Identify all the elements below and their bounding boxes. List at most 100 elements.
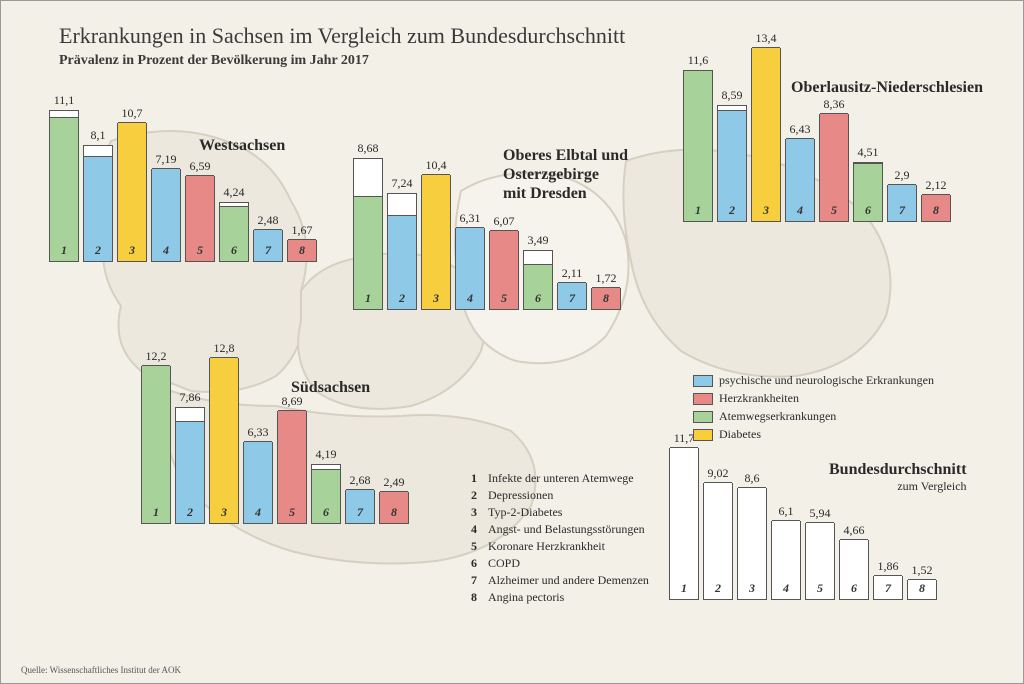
bar-index-label: 1 (50, 243, 78, 258)
bar-index-label: 6 (220, 243, 248, 258)
legend-number-row: 4Angst- und Belastungsstörungen (471, 522, 649, 537)
bar-index-label: 7 (346, 505, 374, 520)
bar-index-label: 2 (176, 505, 204, 520)
legend-number: 1 (471, 471, 483, 486)
bar-index-label: 5 (820, 203, 848, 218)
bar-index-label: 1 (142, 505, 170, 520)
bar-value-label: 10,7 (122, 106, 143, 121)
bar-index-label: 8 (908, 581, 936, 596)
bar: 2,48 7 (253, 213, 283, 262)
bar-value-label: 7,86 (180, 390, 201, 405)
bar: 6,595 (185, 159, 215, 262)
legend-color-label: Herzkrankheiten (719, 391, 799, 406)
bar-index-label: 1 (684, 203, 712, 218)
bar-value-label: 2,68 (350, 473, 371, 488)
bar: 6,43 4 (785, 122, 815, 223)
bar: 7,242 (387, 176, 417, 310)
chart-oberlausitz: Oberlausitz-Niederschlesien 11,618,59213… (683, 31, 951, 222)
bar-index-label: 6 (840, 581, 868, 596)
bar-value-label: 8,59 (722, 88, 743, 103)
bar-index-label: 6 (854, 203, 882, 218)
bar: 4,246 (219, 185, 249, 263)
bar: 12,21 (141, 349, 171, 525)
bar-index-label: 7 (558, 291, 586, 306)
bar: 8,59 2 (717, 88, 747, 222)
bar-index-label: 5 (490, 291, 518, 306)
bar-value-label: 5,94 (810, 506, 831, 521)
chart-suedsachsen: Südsachsen 12,217,86212,836,3348,6954,19… (141, 341, 409, 524)
legend-number-row: 5Koronare Herzkrankheit (471, 539, 649, 554)
legend-number-label: Koronare Herzkrankheit (488, 539, 605, 554)
bar-index-label: 2 (718, 203, 746, 218)
bar: 2,97 (887, 168, 917, 223)
legend-number-row: 6COPD (471, 556, 649, 571)
bar-index-label: 4 (456, 291, 484, 306)
bar-value-label: 13,4 (756, 31, 777, 46)
bar-value-label: 8,36 (824, 97, 845, 112)
bar-value-label: 2,49 (384, 475, 405, 490)
legend-number-label: Alzheimer und andere Demenzen (488, 573, 649, 588)
bar: 11,61 (683, 53, 713, 222)
bar-value-label: 6,07 (494, 214, 515, 229)
bar-value-label: 12,8 (214, 341, 235, 356)
bar-index-label: 8 (380, 505, 408, 520)
bar-value-label: 8,6 (745, 471, 760, 486)
bar: 6,07 5 (489, 214, 519, 310)
bar-value-label: 1,72 (596, 271, 617, 286)
legend-number: 8 (471, 590, 483, 605)
bar-index-label: 2 (704, 581, 732, 596)
legend-number-label: Depressionen (488, 488, 553, 503)
bar-value-label: 6,43 (790, 122, 811, 137)
legend-color-row: Atemwegserkrankungen (693, 409, 934, 424)
bar-index-label: 5 (186, 243, 214, 258)
legend-colors: psychische und neurologische Erkrankunge… (693, 373, 934, 445)
bar: 6,314 (455, 211, 485, 310)
bar-value-label: 1,67 (292, 223, 313, 238)
legend-number-row: 8Angina pectoris (471, 590, 649, 605)
bar-value-label: 4,66 (844, 523, 865, 538)
bar-value-label: 2,48 (258, 213, 279, 228)
bar: 4,66 6 (839, 523, 869, 601)
bar-value-label: 2,9 (895, 168, 910, 183)
bar-index-label: 7 (254, 243, 282, 258)
legend-number: 2 (471, 488, 483, 503)
legend-number-label: COPD (488, 556, 520, 571)
bar: 2,128 (921, 178, 951, 223)
legend-color-row: Herzkrankheiten (693, 391, 934, 406)
bar-value-label: 7,24 (392, 176, 413, 191)
bar: 13,43 (751, 31, 781, 222)
bar: 5,94 5 (805, 506, 835, 600)
bar-index-label: 3 (422, 291, 450, 306)
bar: 2,49 8 (379, 475, 409, 524)
bar-value-label: 1,52 (912, 563, 933, 578)
bar-index-label: 4 (772, 581, 800, 596)
legend-number-row: 1Infekte der unteren Atemwege (471, 471, 649, 486)
bar-index-label: 5 (806, 581, 834, 596)
legend-swatch (693, 375, 713, 387)
bar: 1,867 (873, 559, 903, 600)
page-title: Erkrankungen in Sachsen im Vergleich zum… (59, 23, 625, 49)
bar-index-label: 3 (210, 505, 238, 520)
legend-number-row: 2 Depressionen (471, 488, 649, 503)
bar-index-label: 2 (84, 243, 112, 258)
bar-value-label: 4,19 (316, 447, 337, 462)
bar-index-label: 8 (288, 243, 316, 258)
bar-value-label: 8,69 (282, 394, 303, 409)
bar-value-label: 12,2 (146, 349, 167, 364)
bar: 1,52 8 (907, 563, 937, 600)
bar: 4,196 (311, 447, 341, 525)
bar-value-label: 6,1 (779, 504, 794, 519)
bar: 12,83 (209, 341, 239, 524)
bar: 10,73 (117, 106, 147, 262)
bar-value-label: 3,49 (528, 233, 549, 248)
bar-index-label: 1 (670, 581, 698, 596)
bar-value-label: 11,1 (54, 93, 75, 108)
bar-index-label: 4 (786, 203, 814, 218)
bar: 8,695 (277, 394, 307, 524)
bar-index-label: 4 (152, 243, 180, 258)
bar: 11,11 (49, 93, 79, 262)
legend-swatch (693, 393, 713, 405)
bar-index-label: 3 (752, 203, 780, 218)
legend-number-label: Typ-2-Diabetes (488, 505, 562, 520)
chart-bundesdurchschnitt: Bundesdurchschnitt zum Vergleich 11,719,… (669, 431, 937, 600)
